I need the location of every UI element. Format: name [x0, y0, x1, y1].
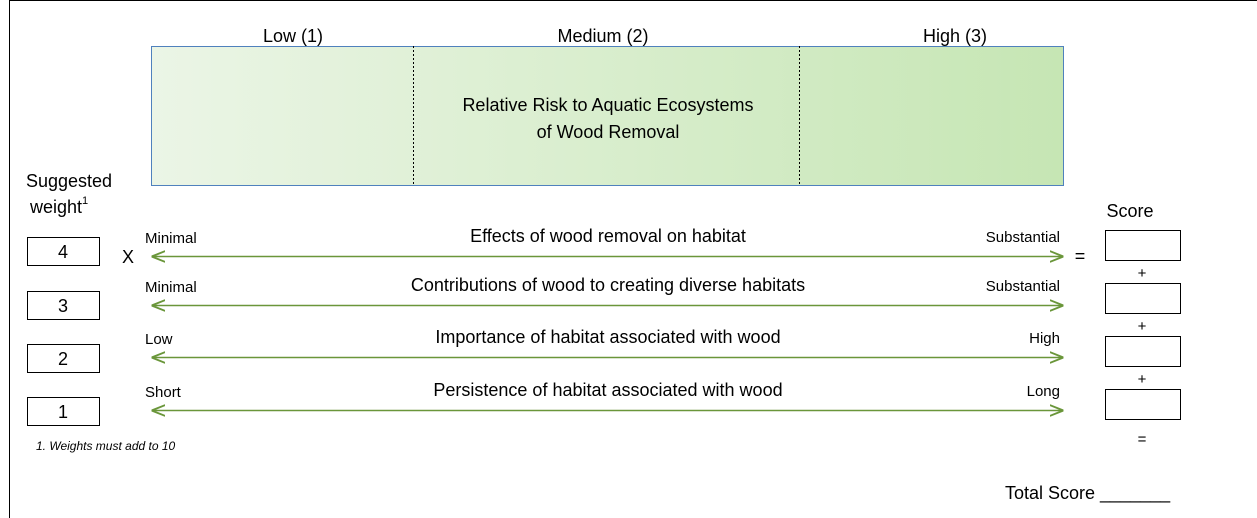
weight-box — [27, 397, 100, 426]
weight-value: 4 — [58, 242, 68, 262]
weight-box — [27, 237, 100, 266]
weight-value: 3 — [58, 296, 68, 316]
score-box — [1105, 389, 1181, 420]
multiply: X — [122, 247, 134, 267]
weight-header: Suggested — [26, 171, 112, 191]
row-label: Effects of wood removal on habitat — [470, 226, 746, 246]
box-title: Relative Risk to Aquatic Ecosystems — [462, 95, 753, 115]
weight-box — [27, 291, 100, 320]
plus: + — [1138, 265, 1147, 282]
plus: + — [1138, 371, 1147, 388]
frame — [9, 0, 1257, 518]
score-header: Score — [1106, 201, 1153, 221]
score-box — [1105, 283, 1181, 314]
total-score: Total Score _______ — [1005, 483, 1171, 504]
high-label: Long — [1027, 383, 1060, 400]
weight-header-text: weight — [29, 197, 82, 217]
weight-box — [27, 344, 100, 373]
plus: + — [1138, 318, 1147, 335]
weight-header: weight1 — [29, 195, 88, 217]
rows: 4 Minimal Substantial Effects of wood remov… — [27, 226, 1181, 426]
equals: = — [1075, 246, 1086, 266]
low-label: Minimal — [145, 279, 197, 296]
level-label: High (3) — [923, 26, 987, 46]
high-label: High — [1029, 330, 1060, 347]
equals: = — [1138, 431, 1147, 448]
row-label: Persistence of habitat associated with w… — [433, 380, 782, 400]
low-label: Minimal — [145, 230, 197, 247]
low-label: Low — [145, 331, 173, 348]
score-box — [1105, 230, 1181, 261]
box-title: of Wood Removal — [537, 122, 680, 142]
footnote-mark: 1 — [82, 195, 88, 207]
footnote: 1. Weights must add to 10 — [36, 439, 176, 453]
low-label: Short — [145, 384, 182, 401]
high-label: Substantial — [986, 278, 1060, 295]
level-label: Medium (2) — [557, 26, 648, 46]
score-box — [1105, 336, 1181, 367]
row-label: Importance of habitat associated with wo… — [435, 327, 780, 347]
level-label: Low (1) — [263, 26, 323, 46]
weight-value: 2 — [58, 349, 68, 369]
risk-box — [151, 46, 1064, 186]
row-label: Contributions of wood to creating divers… — [411, 275, 805, 295]
high-label: Substantial — [986, 229, 1060, 246]
weight-value: 1 — [58, 402, 68, 422]
